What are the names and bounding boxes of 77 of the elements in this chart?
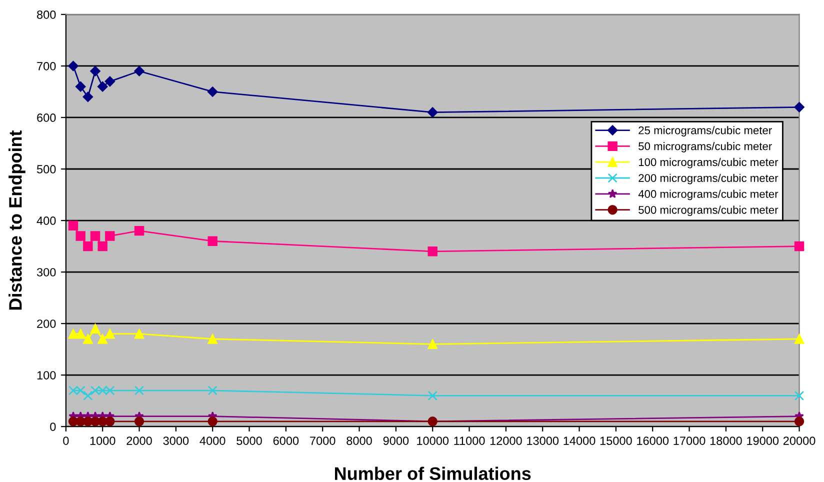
point xyxy=(428,390,438,401)
x-tick-label: 13000 xyxy=(527,436,559,445)
point xyxy=(90,66,100,76)
point xyxy=(208,236,218,246)
point xyxy=(105,416,115,426)
point xyxy=(794,102,804,112)
point xyxy=(428,339,438,350)
point xyxy=(82,92,94,102)
point xyxy=(68,328,78,339)
x-tick-label: 19000 xyxy=(747,436,779,445)
y-tick-label: 200 xyxy=(37,320,56,328)
point xyxy=(134,386,144,396)
x-tick-label: 12000 xyxy=(490,436,522,445)
x-tick-label: 3000 xyxy=(163,436,189,445)
point xyxy=(97,81,108,92)
y-tick-label: 300 xyxy=(36,268,56,276)
x-tick-label: 5000 xyxy=(236,436,262,445)
y-tick-label: 600 xyxy=(37,114,56,122)
point xyxy=(76,231,86,241)
point xyxy=(75,81,86,92)
point xyxy=(83,241,93,252)
legend-label: 25 micrograms/cubic meter xyxy=(638,126,772,136)
point xyxy=(208,334,218,344)
x-tick-label: 4000 xyxy=(200,436,226,445)
point xyxy=(208,386,218,396)
point xyxy=(794,241,804,252)
x-tick-label: 18000 xyxy=(710,436,742,445)
y-tick-label: 500 xyxy=(36,165,56,174)
x-tick-label: 7000 xyxy=(310,436,336,445)
point xyxy=(794,390,804,401)
x-tick-label: 17000 xyxy=(674,436,706,445)
point xyxy=(98,334,108,344)
x-tick-label: 2000 xyxy=(126,436,152,445)
y-tick-label: 800 xyxy=(37,10,56,19)
x-tick-label: 14000 xyxy=(564,436,596,445)
x-tick-label: 10000 xyxy=(417,436,449,445)
x-axis-title: Number of Simulations xyxy=(335,466,531,480)
y-tick-label: 400 xyxy=(36,216,56,225)
point xyxy=(105,328,115,339)
point xyxy=(794,334,804,344)
point xyxy=(134,416,144,426)
y-axis-title: Distance to Endpoint xyxy=(8,130,26,310)
legend-label: 100 micrograms/cubic meter xyxy=(638,158,778,168)
point xyxy=(105,231,115,241)
x-tick-label: 0 xyxy=(63,436,69,445)
point xyxy=(428,246,438,256)
y-tick-label: 0 xyxy=(50,422,56,431)
legend-label: 200 micrograms/cubic meter xyxy=(638,174,778,184)
point xyxy=(134,66,144,76)
point xyxy=(134,328,144,339)
x-tick-label: 6000 xyxy=(273,436,299,445)
x-tick-label: 11000 xyxy=(454,436,485,445)
point xyxy=(208,416,218,426)
x-tick-label: 20000 xyxy=(783,436,816,445)
point xyxy=(427,107,438,118)
point xyxy=(83,390,93,401)
x-tick-label: 16000 xyxy=(637,436,669,445)
point xyxy=(68,60,78,72)
x-tick-label: 9000 xyxy=(383,436,409,445)
point xyxy=(794,416,804,426)
point xyxy=(134,226,144,236)
point xyxy=(104,76,116,87)
point xyxy=(90,231,100,241)
legend-label: 50 micrograms/cubic meter xyxy=(638,142,772,152)
point xyxy=(68,220,78,231)
point xyxy=(83,334,93,344)
x-tick-label: 15000 xyxy=(600,436,632,445)
x-tick-label: 1000 xyxy=(90,436,116,445)
point xyxy=(98,241,108,252)
legend-label: 400 micrograms/cubic meter xyxy=(638,190,778,200)
y-tick-label: 700 xyxy=(37,62,56,70)
point xyxy=(90,324,100,334)
x-tick-label: 8000 xyxy=(346,436,372,445)
point xyxy=(207,86,218,97)
legend-label: 500 micrograms/cubic meter xyxy=(638,206,778,216)
point xyxy=(76,328,86,339)
y-tick-label: 100 xyxy=(37,371,56,380)
